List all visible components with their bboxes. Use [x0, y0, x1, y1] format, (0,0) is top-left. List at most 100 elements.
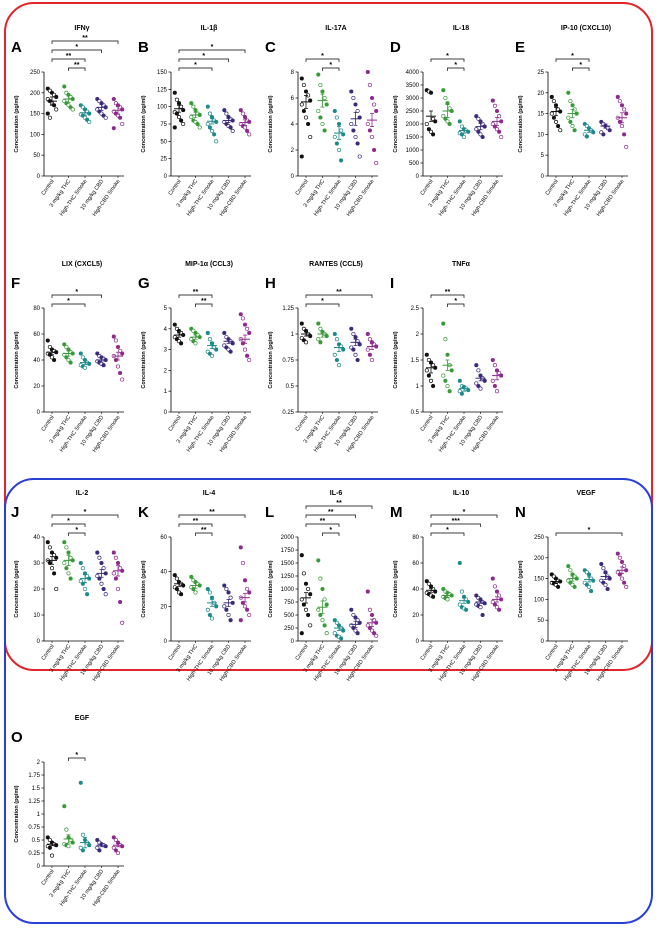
significance-bracket-m-0: [430, 532, 465, 536]
data-point-k-4-10: [238, 618, 243, 623]
data-point-e-4-1: [617, 99, 622, 104]
data-point-i-4-6: [492, 383, 497, 389]
significance-bracket-h-0: [305, 303, 340, 307]
significance-label-h-1: **: [336, 289, 342, 296]
y-axis-label-d: Concentration (pg/ml): [393, 95, 399, 152]
significance-bracket-l-0: [305, 523, 340, 527]
data-point-l-0-0: [299, 553, 304, 558]
data-point-l-0-3: [306, 586, 311, 592]
data-point-k-3-3: [228, 595, 233, 600]
data-point-l-4-7: [369, 628, 375, 633]
data-point-f-4-2: [115, 344, 121, 350]
panel-title-l: IL-6: [330, 490, 343, 497]
data-point-i-3-0: [474, 363, 479, 368]
data-point-c-0-7: [303, 115, 309, 120]
y-tick-label-l-1: 250: [284, 626, 295, 632]
data-point-c-3-2: [353, 102, 358, 107]
data-point-c-4-4: [374, 108, 379, 114]
y-tick-label-l-5: 1250: [281, 574, 295, 580]
data-point-l-1-4: [324, 602, 329, 607]
data-point-h-2-1: [334, 337, 339, 342]
data-point-k-3-1: [224, 586, 229, 592]
data-point-l-1-7: [320, 618, 325, 623]
data-point-g-4-9: [247, 357, 252, 363]
data-point-i-4-1: [492, 363, 497, 368]
data-point-c-1-1: [318, 82, 323, 88]
significance-label-m-1: ***: [452, 518, 460, 525]
panel-letter-o: O: [11, 729, 23, 746]
data-point-f-4-3: [118, 348, 123, 353]
data-point-d-0-5: [424, 121, 429, 127]
data-point-h-2-4: [341, 347, 346, 352]
data-point-c-4-6: [367, 128, 372, 133]
data-point-f-4-0: [111, 334, 116, 339]
data-point-i-3-1: [476, 368, 481, 373]
y-tick-label-a-1: 50: [33, 153, 40, 159]
y-tick-label-f-1: 20: [33, 384, 40, 390]
panel-title-h: RANTES (CCL5): [309, 261, 363, 268]
data-point-j-1-6: [64, 566, 69, 571]
data-point-f-3-8: [101, 363, 106, 368]
y-tick-label-j-0: 0: [37, 639, 41, 645]
significance-label-l-1: **: [328, 509, 334, 516]
panel-title-j: IL-2: [76, 490, 89, 497]
data-point-c-0-6: [301, 108, 306, 114]
data-point-b-0-6: [174, 111, 179, 116]
data-point-m-1-7: [445, 597, 450, 602]
data-point-c-2-2: [336, 121, 342, 127]
data-point-b-1-5: [189, 115, 194, 120]
data-point-l-4-1: [367, 607, 372, 612]
data-point-a-4-9: [120, 121, 125, 127]
data-point-k-2-4: [214, 604, 219, 609]
data-point-g-4-1: [240, 316, 245, 321]
data-point-c-4-3: [372, 102, 377, 107]
data-point-k-0-4: [181, 583, 186, 588]
data-point-e-1-5: [566, 115, 571, 120]
data-point-d-2-0: [457, 119, 462, 124]
data-point-e-4-4: [624, 111, 629, 116]
y-axis-label-i: Concentration (pg/ml): [393, 331, 399, 388]
data-point-o-4-6: [113, 848, 118, 853]
data-point-a-3-9: [103, 115, 108, 120]
data-point-l-4-6: [367, 625, 372, 631]
data-point-m-4-7: [494, 605, 500, 610]
data-point-j-0-8: [52, 571, 57, 576]
data-point-k-0-6: [174, 586, 179, 592]
data-point-j-0-4: [54, 555, 59, 560]
x-tick-label-e-0: Control: [545, 179, 560, 197]
data-point-j-3-9: [103, 592, 108, 597]
data-point-l-2-5: [332, 631, 337, 636]
significance-bracket-j-1: [68, 532, 86, 536]
data-point-h-2-0: [332, 331, 337, 337]
y-tick-label-e-4: 20: [537, 91, 544, 97]
data-point-i-2-5: [457, 389, 462, 394]
significance-label-b-1: *: [202, 53, 205, 60]
significance-label-c-0: *: [321, 53, 324, 60]
significance-bracket-n-0: [555, 532, 623, 536]
x-tick-label-c-0: Control: [295, 179, 310, 197]
data-point-j-2-7: [82, 586, 88, 592]
x-tick-label-d-0: Control: [420, 179, 435, 197]
data-point-j-0-3: [52, 553, 57, 558]
data-point-c-4-8: [372, 147, 377, 153]
y-tick-label-g-0: 0: [164, 410, 168, 416]
y-tick-label-o-7: 1.75: [28, 773, 40, 779]
y-tick-label-n-4: 200: [534, 556, 545, 562]
y-tick-label-m-1: 20: [412, 613, 419, 619]
significance-label-g-0: **: [193, 289, 199, 296]
data-point-m-4-5: [490, 599, 495, 605]
panel-title-n: VEGF: [576, 490, 596, 497]
data-point-h-3-2: [353, 335, 358, 340]
data-point-l-0-9: [308, 623, 313, 628]
y-tick-label-m-0: 0: [416, 639, 420, 645]
data-point-o-2-1: [80, 832, 85, 837]
data-point-k-1-0: [189, 574, 194, 579]
data-point-d-4-2: [494, 108, 500, 114]
significance-label-j-0: *: [67, 518, 70, 525]
panel-title-c: IL-17A: [325, 25, 346, 32]
data-point-k-4-8: [245, 607, 250, 612]
data-point-l-1-9: [324, 631, 329, 636]
data-point-c-0-1: [301, 82, 306, 88]
data-point-a-4-8: [118, 115, 123, 120]
significance-bracket-j-0: [51, 523, 86, 527]
